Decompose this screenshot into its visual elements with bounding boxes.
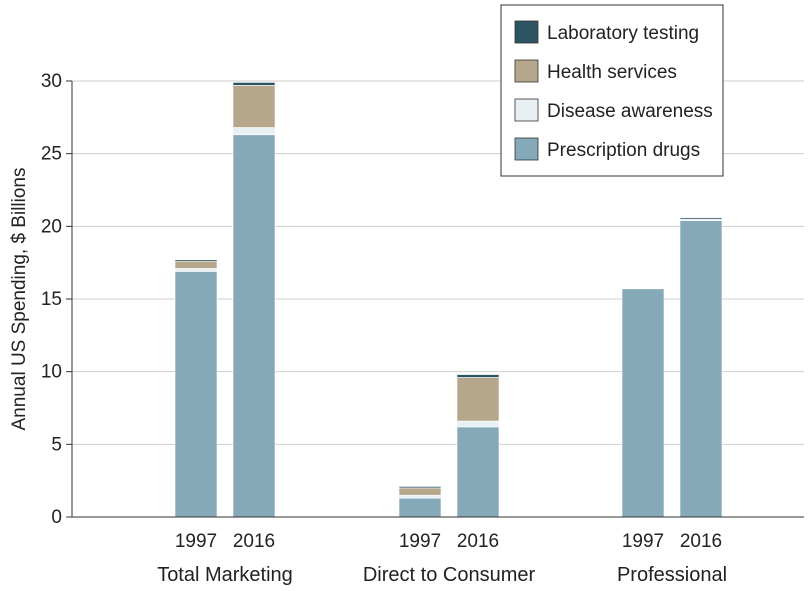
group-label: Total Marketing — [157, 564, 293, 586]
bar-segment-disease — [398, 494, 442, 499]
group-label: Direct to Consumer — [363, 564, 536, 586]
bar-segment-disease — [174, 268, 218, 272]
bar-segment-lab — [174, 259, 218, 262]
y-tick-label: 25 — [41, 144, 62, 165]
x-tick-label: 1997 — [622, 531, 664, 552]
axes: 0 5 10 15 20 25 30 1997 2016 Total Marketing 1997 2… — [41, 71, 804, 586]
bar-segment-lab — [232, 82, 276, 86]
bar-segment-lab — [456, 374, 500, 378]
legend-label-prescription: Prescription drugs — [547, 140, 700, 161]
legend-label-disease: Disease awareness — [547, 101, 713, 122]
bar-segment-prescription — [679, 220, 723, 518]
x-tick-label: 1997 — [175, 531, 217, 552]
y-tick-label: 0 — [51, 507, 62, 528]
x-tick-label: 2016 — [233, 531, 275, 552]
bar-segment-prescription — [398, 497, 442, 518]
y-axis-title: Annual US Spending, $ Billions — [9, 167, 30, 430]
bar-segment-lab — [679, 217, 723, 220]
bar-segment-health — [174, 260, 218, 269]
bar-segment-prescription — [621, 288, 665, 518]
bar-segment-lab — [398, 486, 442, 489]
x-tick-label: 2016 — [457, 531, 499, 552]
y-tick-label: 30 — [41, 71, 62, 92]
bars — [174, 82, 723, 518]
bar-segment-health — [398, 487, 442, 496]
legend: Laboratory testing Health services Disease… — [500, 4, 724, 177]
bar-segment-prescription — [456, 426, 500, 518]
legend-swatch-prescription — [514, 137, 539, 161]
legend-label-lab: Laboratory testing — [547, 23, 699, 44]
legend-swatch-disease — [514, 98, 539, 122]
bar-segment-disease — [456, 420, 500, 428]
x-tick-label: 1997 — [399, 531, 441, 552]
group-label: Professional — [617, 564, 727, 586]
bar-segment-prescription — [174, 271, 218, 518]
x-tick-label: 2016 — [680, 531, 722, 552]
legend-swatch-health — [514, 59, 539, 83]
bar-segment-health — [456, 377, 500, 422]
legend-label-health: Health services — [547, 62, 677, 83]
bar-segment-health — [232, 85, 276, 128]
bar-segment-disease — [232, 127, 276, 136]
y-tick-label: 20 — [41, 216, 62, 237]
y-tick-label: 5 — [51, 434, 62, 455]
legend-swatch-lab — [514, 20, 539, 44]
y-tick-label: 10 — [41, 362, 62, 383]
bar-segment-prescription — [232, 134, 276, 518]
y-tick-label: 15 — [41, 289, 62, 310]
